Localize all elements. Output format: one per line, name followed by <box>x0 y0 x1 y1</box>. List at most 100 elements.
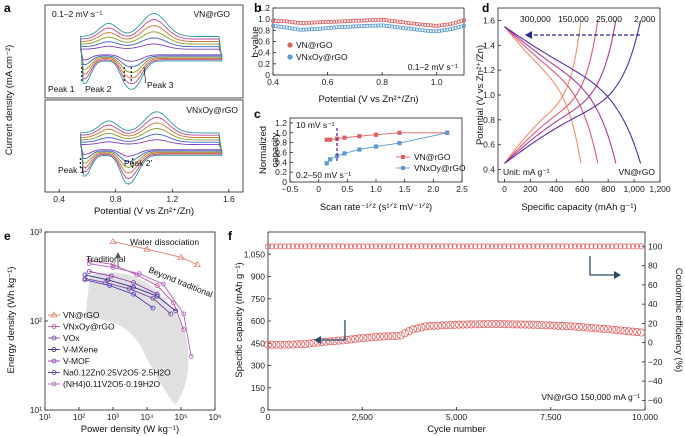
b-value-point <box>304 27 309 32</box>
x-tick-label: 1.0 <box>370 184 382 194</box>
y-tick-label: 0.2 <box>275 167 287 177</box>
capacity-point <box>483 320 492 329</box>
x-tick-label: 0 <box>502 184 507 194</box>
x-tick-label: 5,000 <box>446 412 468 422</box>
capacity-point <box>371 332 380 341</box>
x-tick-label: 1.5 <box>399 184 411 194</box>
b-value-point <box>390 18 395 23</box>
b-value-point <box>342 19 347 24</box>
b-value-point <box>428 28 433 33</box>
b-value-point <box>387 18 392 23</box>
capacity-point <box>533 320 542 329</box>
b-value-point <box>384 23 389 28</box>
b-value-point <box>348 24 353 29</box>
efficiency-point <box>360 243 367 250</box>
capacity-point <box>280 340 289 349</box>
b-value-point <box>284 19 289 24</box>
e-data-point <box>110 265 116 270</box>
x-tick-label: −0.5 <box>282 184 299 194</box>
capacity-point <box>293 340 302 349</box>
rate-label: 25,000 <box>596 14 622 24</box>
x-tick-label: 0.6 <box>322 77 334 87</box>
capacity-point <box>616 326 625 335</box>
legend-marker <box>51 335 57 341</box>
b-value-point <box>287 19 292 24</box>
e-series-line <box>112 241 198 266</box>
b-value-point <box>367 18 372 23</box>
legend-label: (NH4)0.11V2O5·0.19H2O <box>63 379 161 389</box>
efficiency-point <box>269 243 276 250</box>
y2-tick-label: 40 <box>648 299 658 309</box>
b-value-point <box>426 23 431 28</box>
e-data-point <box>171 300 176 306</box>
efficiency-point <box>331 243 338 250</box>
y2-tick-label: −20 <box>648 357 663 367</box>
discharge-curve <box>504 26 617 164</box>
scan-rate-note: 0.1–2 mV s⁻¹ <box>52 9 102 19</box>
left-axis-arrow <box>320 320 346 341</box>
capacity-point <box>330 336 339 345</box>
b-value-point <box>348 19 353 24</box>
capacity-point <box>458 320 467 329</box>
y-axis-label: b-value <box>250 26 261 57</box>
b-value-point <box>290 20 295 25</box>
b-value-point <box>362 18 367 23</box>
e-series-line <box>89 271 158 295</box>
efficiency-point <box>509 243 516 250</box>
capacity-point <box>545 321 554 330</box>
efficiency-point <box>472 243 479 250</box>
e-data-point <box>126 286 132 292</box>
b-value-point <box>362 24 367 29</box>
x-tick-label: 800 <box>601 184 615 194</box>
efficiency-point <box>596 243 603 250</box>
e-data-point <box>143 245 151 252</box>
legend-label: VN@rGO <box>414 152 451 162</box>
capacity-point <box>442 321 451 330</box>
efficiency-point <box>629 243 636 250</box>
c-data-point <box>397 141 402 146</box>
b-value-point <box>378 17 383 22</box>
e-data-point <box>107 283 113 288</box>
efficiency-point <box>600 243 607 250</box>
b-value-point <box>365 23 370 28</box>
c-data-point <box>342 135 347 140</box>
efficiency-point <box>372 243 379 250</box>
efficiency-point <box>546 243 553 250</box>
b-value-point <box>270 23 275 28</box>
b-value-point <box>431 29 436 34</box>
x-axis-label: Scan rate⁻¹ᐟ² (s¹ᐟ² mV⁻¹ᐟ²) <box>320 202 432 213</box>
peak-3-label: Peak 3 <box>147 80 174 90</box>
efficiency-point <box>567 243 574 250</box>
capacity-point <box>529 320 538 329</box>
b-value-point <box>279 19 284 24</box>
efficiency-point <box>277 243 284 250</box>
e-data-point <box>131 291 136 297</box>
efficiency-point <box>480 243 487 250</box>
y-tick-label: 1.4 <box>483 40 495 50</box>
y-tick-label: 10² <box>30 316 42 326</box>
efficiency-point <box>302 243 309 250</box>
b-value-point <box>378 23 383 28</box>
capacity-point <box>587 323 596 332</box>
efficiency-point <box>364 243 371 250</box>
b-value-point <box>318 26 323 31</box>
b-value-point <box>342 24 347 29</box>
x-tick-label: 600 <box>575 184 589 194</box>
capacity-point <box>305 339 314 348</box>
efficiency-point <box>634 243 641 250</box>
legend-label: Na0.12Zn0.25V2O5·2.5H2O <box>63 368 171 378</box>
y2-tick-label: 80 <box>648 261 658 271</box>
b-value-point <box>439 23 444 28</box>
b-value-point <box>398 19 403 24</box>
capacity-point <box>525 320 534 329</box>
efficiency-point <box>430 243 437 250</box>
y-tick-label: 450 <box>251 338 265 348</box>
b-value-point <box>276 24 281 29</box>
y-tick-label: 0.2 <box>258 59 270 69</box>
efficiency-point <box>393 243 400 250</box>
b-value-point <box>337 25 342 30</box>
b-value-point <box>370 23 375 28</box>
efficiency-point <box>264 243 271 250</box>
e-data-point <box>188 354 194 359</box>
